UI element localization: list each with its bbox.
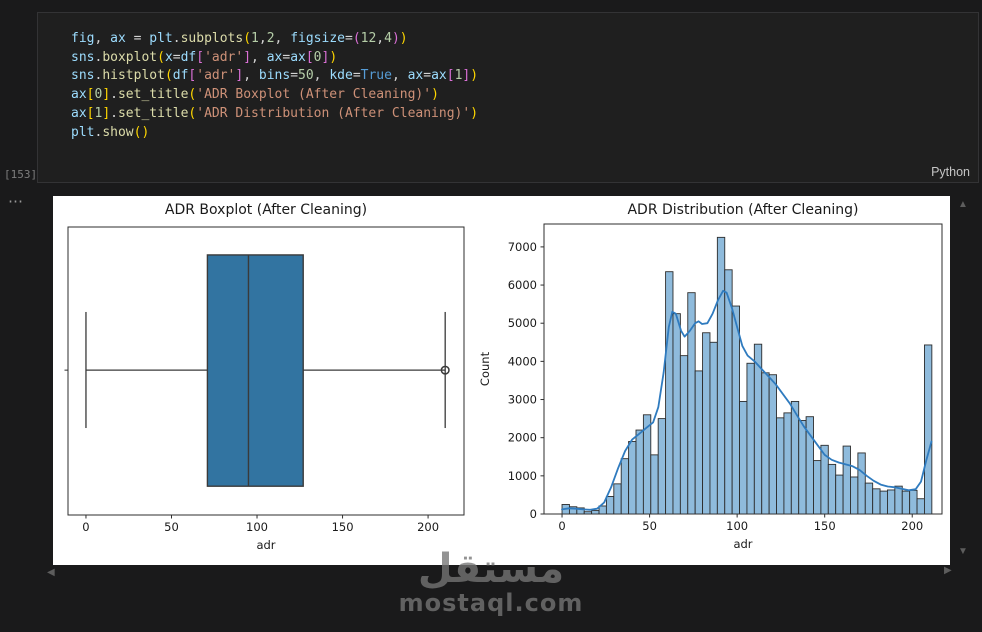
boxplot-outlier (440, 365, 450, 375)
hist-bar (761, 372, 770, 515)
boxplot-xlabel: adr (256, 538, 275, 552)
hist-bar (879, 490, 888, 515)
x-tick-label: 150 (814, 519, 836, 533)
code-line: ax[0].set_title('ADR Boxplot (After Clea… (71, 87, 439, 103)
hist-bar (790, 400, 800, 515)
hist-bar (894, 485, 903, 515)
hist-bar (776, 417, 785, 515)
scroll-up-icon[interactable]: ▲ (958, 199, 968, 210)
hist-bar (583, 511, 593, 515)
hist-ylabel: Count (478, 351, 492, 386)
hist-bar (835, 474, 844, 515)
code-line: ax[1].set_title('ADR Distribution (After… (71, 105, 479, 121)
x-tick-label: 200 (417, 520, 439, 534)
hist-bar (591, 510, 600, 515)
hist-bar (672, 313, 681, 515)
hist-bar (702, 332, 711, 515)
hist-bar (746, 362, 755, 515)
code-cell: fig, ax = plt.subplots(1,2, figsize=(12,… (37, 12, 979, 183)
hist-bar (798, 420, 807, 515)
hist-bar (716, 236, 726, 515)
hist-bar (872, 488, 881, 515)
hist-bar (650, 454, 659, 515)
language-badge[interactable]: Python (931, 165, 970, 179)
figure-svg: ADR Boxplot (After Cleaning) 0 50 100 150 200… (64, 202, 943, 552)
y-tick-label: 1000 (508, 469, 537, 483)
code-line: fig, ax = plt.subplots(1,2, figsize=(12,… (71, 31, 408, 46)
hist-bar (850, 476, 859, 515)
scroll-down-icon[interactable]: ▼ (958, 546, 968, 557)
hist-bar (923, 344, 933, 515)
x-tick-label: 100 (246, 520, 268, 534)
y-tick-label: 2000 (508, 431, 537, 445)
x-tick-label: 50 (642, 519, 657, 533)
hist-bar (753, 343, 763, 515)
y-tick-label: 6000 (508, 278, 537, 292)
hist-bar (768, 374, 777, 515)
hist-bar (694, 370, 704, 515)
hist-bar (665, 271, 674, 515)
watermark-domain: mostaql.com (398, 589, 584, 617)
cell-output-figure: ADR Boxplot (After Cleaning) 0 50 100 150 200… (53, 196, 950, 565)
hist-bar (576, 507, 585, 515)
hist-bar (909, 489, 918, 515)
hist-bar (635, 429, 644, 515)
hist-title: ADR Distribution (After Cleaning) (627, 202, 858, 218)
hist-bar (857, 452, 866, 515)
scroll-right-icon[interactable]: ▶ (944, 565, 952, 576)
x-tick-label: 150 (332, 520, 354, 534)
y-tick-label: 5000 (508, 316, 537, 330)
hist-bar (827, 463, 837, 515)
hist-bar (657, 418, 667, 515)
x-tick-label: 50 (164, 520, 179, 534)
hist-bar (709, 341, 718, 515)
hist-xlabel: adr (733, 537, 752, 551)
x-tick-label: 200 (901, 519, 923, 533)
y-tick-label: 7000 (508, 240, 537, 254)
hist-bar (864, 482, 874, 515)
x-tick-label: 100 (726, 519, 748, 533)
hist-bar (916, 498, 925, 515)
hist-bar (679, 355, 689, 515)
hist-bar (628, 441, 637, 515)
y-tick-label: 0 (530, 507, 537, 521)
code-line: sns.boxplot(x=df['adr'], ax=ax[0]) (71, 49, 338, 65)
hist-bar (605, 495, 615, 515)
hist-bar (731, 305, 740, 515)
x-tick-label: 0 (558, 519, 565, 533)
code-editor[interactable]: fig, ax = plt.subplots(1,2, figsize=(12,… (71, 30, 968, 142)
boxplot-box (206, 254, 304, 487)
x-tick-label: 0 (82, 520, 89, 534)
boxplot-title: ADR Boxplot (After Cleaning) (165, 202, 367, 218)
cell-overflow-icon[interactable]: ⋯ (8, 193, 24, 210)
code-line: plt.show() (71, 124, 150, 140)
hist-bar (887, 489, 896, 515)
hist-bar (813, 460, 822, 515)
hist-bar (613, 483, 622, 515)
y-tick-label: 3000 (508, 393, 537, 407)
scroll-left-icon[interactable]: ◀ (47, 567, 55, 578)
hist-bar (783, 412, 792, 515)
hist-bar (842, 445, 851, 515)
hist-bar (739, 400, 748, 515)
y-tick-label: 4000 (508, 354, 537, 368)
code-line: sns.histplot(df['adr'], bins=50, kde=Tru… (71, 68, 479, 84)
hist-bar (620, 458, 630, 515)
execution-count: [153] (4, 168, 38, 181)
hist-bar (901, 490, 911, 515)
kde-line (561, 289, 933, 511)
